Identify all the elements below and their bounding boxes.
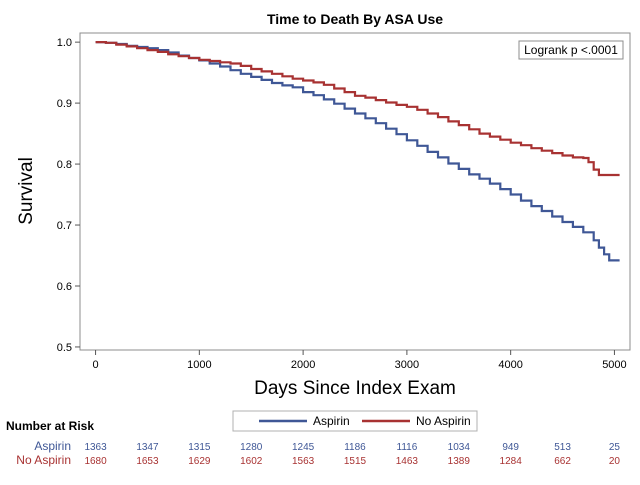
y-tick-label: 0.5 [57,342,72,354]
risk-value: 1363 [84,442,107,453]
risk-value: 1034 [448,442,471,453]
risk-value: 1563 [292,456,315,467]
x-axis: 0 1000 2000 3000 4000 5000 [93,350,627,371]
x-tick-label: 5000 [602,359,626,371]
plot-area [79,32,631,351]
chart-title: Time to Death By ASA Use [267,11,443,27]
risk-row-label-no-aspirin: No Aspirin [16,453,71,467]
risk-value: 1116 [397,442,418,453]
risk-value: 25 [609,442,621,453]
annotation-box [518,40,624,60]
y-tick-label: 0.7 [57,220,72,232]
risk-value: 1284 [500,456,523,467]
legend-box [232,410,478,432]
legend: Aspirin No Aspirin [232,410,478,432]
y-tick-label: 0.8 [57,159,72,171]
legend-label-aspirin: Aspirin [313,414,350,428]
risk-value: 1515 [344,456,367,467]
legend-label-no-aspirin: No Aspirin [416,414,471,428]
survival-curve-no-aspirin [95,41,620,177]
y-axis-label: Survival [16,157,37,225]
y-tick-label: 0.6 [57,281,72,293]
risk-value: 1463 [396,456,419,467]
risk-row-label-aspirin: Aspirin [34,439,71,453]
risk-value: 1389 [448,456,471,467]
x-tick-label: 4000 [498,359,522,371]
x-tick-label: 0 [93,359,99,371]
y-tick-label: 1.0 [57,37,72,49]
y-tick-label: 0.9 [57,98,72,110]
y-axis: 0.5 0.6 0.7 0.8 0.9 1.0 [57,37,80,354]
risk-value: 1280 [240,442,263,453]
risk-value: 662 [554,456,571,467]
risk-value: 1315 [188,442,211,453]
risk-value: 1245 [292,442,315,453]
annotation-text: Logrank p <.0001 [524,43,618,57]
risk-value: 1629 [188,456,211,467]
series-layer [95,41,620,262]
logrank-annotation: Logrank p <.0001 [518,40,624,60]
risk-value: 1347 [136,442,159,453]
risk-value: 1680 [84,456,107,467]
risk-value: 513 [554,442,571,453]
x-axis-label: Days Since Index Exam [254,378,456,399]
x-tick-label: 1000 [187,359,211,371]
risk-table-title: Number at Risk [6,419,94,433]
x-tick-label: 3000 [395,359,419,371]
risk-value: 1602 [240,456,263,467]
risk-value: 20 [609,456,621,467]
risk-table: Aspirin 1363 1347 1315 1280 1245 1186 1116 1034 9… [16,439,620,467]
risk-value: 949 [502,442,519,453]
risk-value: 1186 [344,442,366,453]
risk-value: 1653 [136,456,159,467]
x-tick-label: 2000 [291,359,315,371]
